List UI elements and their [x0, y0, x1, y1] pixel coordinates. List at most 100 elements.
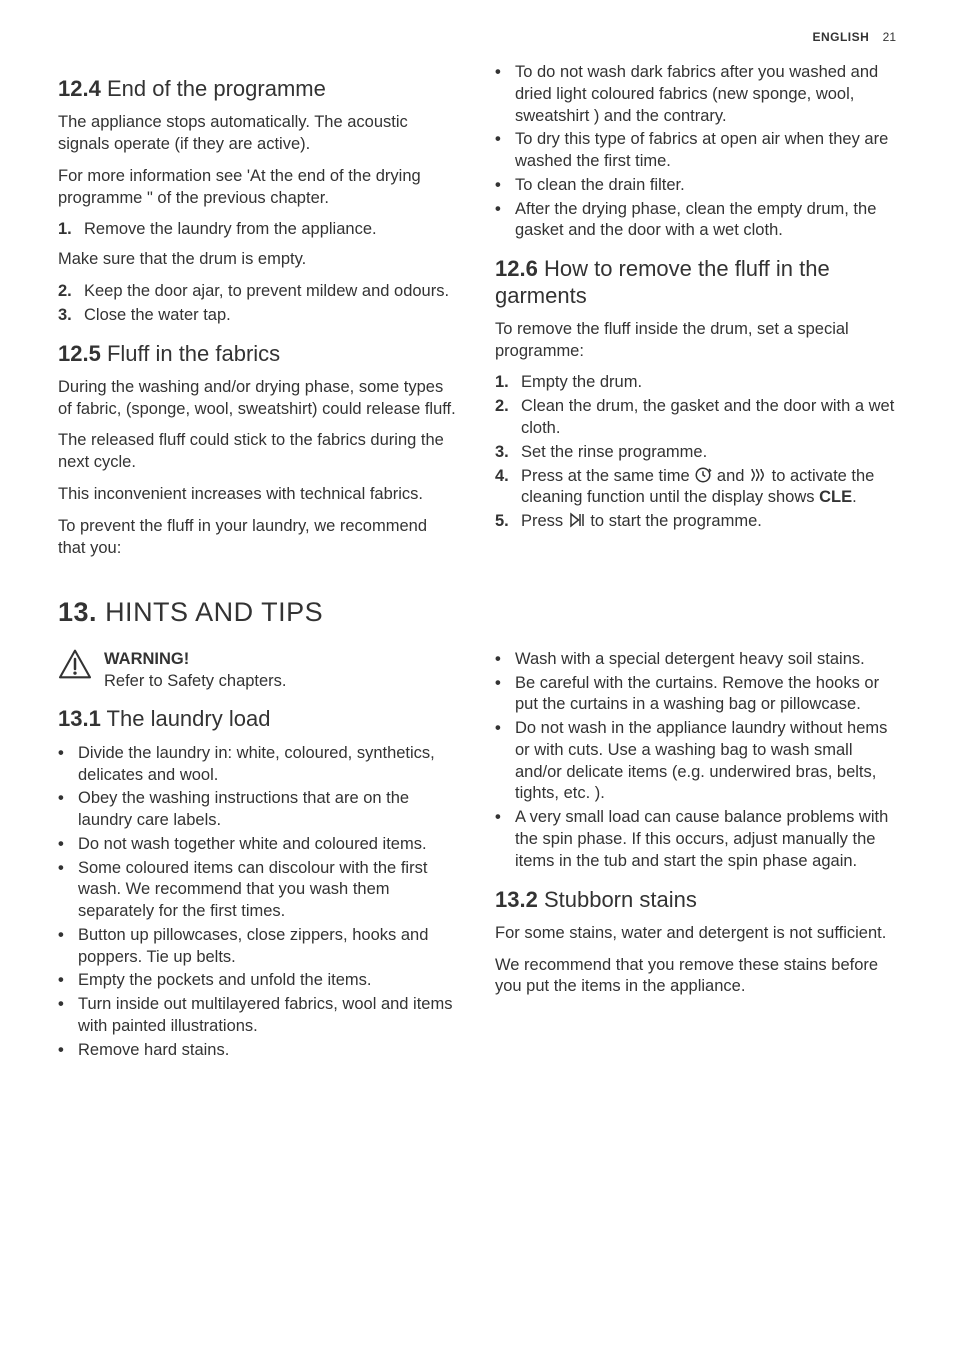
list-item: Remove hard stains. — [58, 1040, 459, 1062]
upper-left-column: 12.4 End of the programme The appliance … — [58, 62, 459, 569]
list-text: Do not wash together white and coloured … — [78, 834, 427, 856]
warning-triangle-icon — [58, 649, 92, 679]
list-text: Remove hard stains. — [78, 1040, 229, 1062]
paragraph: We recommend that you remove these stain… — [495, 955, 896, 999]
heading-title: Fluff in the fabrics — [107, 341, 280, 366]
ordered-list: 1.Remove the laundry from the appliance. — [58, 219, 459, 241]
text-fragment: . — [852, 488, 857, 506]
list-item: Wash with a special detergent heavy soil… — [495, 649, 896, 671]
heading-13-1: 13.1 The laundry load — [58, 706, 459, 732]
list-text: Some coloured items can discolour with t… — [78, 858, 459, 923]
list-text: Obey the washing instructions that are o… — [78, 788, 459, 832]
list-text: A very small load can cause balance prob… — [515, 807, 896, 872]
list-text: Press at the same time and to activate t… — [521, 466, 896, 510]
text-fragment: Press — [521, 512, 568, 530]
list-item: To do not wash dark fabrics after you wa… — [495, 62, 896, 127]
list-num: 2. — [58, 281, 84, 303]
list-item: 2.Keep the door ajar, to prevent mildew … — [58, 281, 459, 303]
text-fragment: to start the programme. — [586, 512, 762, 530]
list-item: After the drying phase, clean the empty … — [495, 199, 896, 243]
heading-title: HINTS AND TIPS — [105, 597, 323, 627]
paragraph: Make sure that the drum is empty. — [58, 249, 459, 271]
paragraph: The appliance stops automatically. The a… — [58, 112, 459, 156]
header-language: ENGLISH — [812, 30, 869, 44]
heading-num: 12.4 — [58, 76, 101, 101]
heading-13-2: 13.2 Stubborn stains — [495, 887, 896, 913]
list-item: 1.Remove the laundry from the appliance. — [58, 219, 459, 241]
paragraph: The released fluff could stick to the fa… — [58, 430, 459, 474]
list-text: Turn inside out multilayered fabrics, wo… — [78, 994, 459, 1038]
list-item: 2.Clean the drum, the gasket and the doo… — [495, 396, 896, 440]
heading-num: 12.5 — [58, 341, 101, 366]
list-item: Some coloured items can discolour with t… — [58, 858, 459, 923]
list-item: Empty the pockets and unfold the items. — [58, 970, 459, 992]
upper-columns: 12.4 End of the programme The appliance … — [58, 62, 896, 569]
list-text: To do not wash dark fabrics after you wa… — [515, 62, 896, 127]
steam-waves-icon — [749, 466, 767, 484]
list-num: 4. — [495, 466, 521, 510]
list-item: To clean the drain filter. — [495, 175, 896, 197]
warning-box: WARNING! Refer to Safety chapters. — [58, 649, 459, 693]
lower-right-column: Wash with a special detergent heavy soil… — [495, 649, 896, 1064]
lower-columns: WARNING! Refer to Safety chapters. 13.1 … — [58, 649, 896, 1064]
list-num: 2. — [495, 396, 521, 440]
heading-13: 13. HINTS AND TIPS — [58, 595, 896, 631]
paragraph: For more information see 'At the end of … — [58, 166, 459, 210]
paragraph: To remove the fluff inside the drum, set… — [495, 319, 896, 363]
list-text: Set the rinse programme. — [521, 442, 707, 464]
list-text: To clean the drain filter. — [515, 175, 685, 197]
heading-title: End of the programme — [107, 76, 326, 101]
list-item: 5. Press to start the programme. — [495, 511, 896, 533]
list-text: Empty the pockets and unfold the items. — [78, 970, 372, 992]
cle-label: CLE — [819, 488, 852, 506]
lower-left-column: WARNING! Refer to Safety chapters. 13.1 … — [58, 649, 459, 1064]
heading-12-5: 12.5 Fluff in the fabrics — [58, 341, 459, 367]
bullet-list: Wash with a special detergent heavy soil… — [495, 649, 896, 873]
ordered-list: 2.Keep the door ajar, to prevent mildew … — [58, 281, 459, 327]
list-num: 1. — [495, 372, 521, 394]
bullet-list: Divide the laundry in: white, coloured, … — [58, 743, 459, 1062]
list-text: Empty the drum. — [521, 372, 642, 394]
list-text: Close the water tap. — [84, 305, 231, 327]
ordered-list: 1.Empty the drum. 2.Clean the drum, the … — [495, 372, 896, 532]
heading-num: 13.1 — [58, 706, 101, 731]
list-num: 5. — [495, 511, 521, 533]
warning-title: WARNING! — [104, 649, 287, 671]
paragraph: This inconvenient increases with technic… — [58, 484, 459, 506]
list-text: After the drying phase, clean the empty … — [515, 199, 896, 243]
clock-arrow-icon — [694, 466, 712, 484]
list-item: Turn inside out multilayered fabrics, wo… — [58, 994, 459, 1038]
paragraph: For some stains, water and detergent is … — [495, 923, 896, 945]
list-text: Press to start the programme. — [521, 511, 762, 533]
list-text: Be careful with the curtains. Remove the… — [515, 673, 896, 717]
list-text: Clean the drum, the gasket and the door … — [521, 396, 896, 440]
list-item: Be careful with the curtains. Remove the… — [495, 673, 896, 717]
heading-title: How to remove the fluff in the garments — [495, 256, 830, 307]
list-item: Do not wash in the appliance laundry wit… — [495, 718, 896, 805]
list-item: 1.Empty the drum. — [495, 372, 896, 394]
text-fragment: Press at the same time — [521, 467, 694, 485]
list-num: 3. — [58, 305, 84, 327]
upper-right-column: To do not wash dark fabrics after you wa… — [495, 62, 896, 569]
heading-12-6: 12.6 How to remove the fluff in the garm… — [495, 256, 896, 309]
list-item: Divide the laundry in: white, coloured, … — [58, 743, 459, 787]
list-item: 3.Close the water tap. — [58, 305, 459, 327]
list-item: Button up pillowcases, close zippers, ho… — [58, 925, 459, 969]
list-item: To dry this type of fabrics at open air … — [495, 129, 896, 173]
heading-num: 12.6 — [495, 256, 538, 281]
play-pause-icon — [568, 511, 586, 529]
list-num: 1. — [58, 219, 84, 241]
list-text: To dry this type of fabrics at open air … — [515, 129, 896, 173]
list-text: Remove the laundry from the appliance. — [84, 219, 377, 241]
heading-num: 13. — [58, 597, 97, 627]
list-item: Do not wash together white and coloured … — [58, 834, 459, 856]
heading-num: 13.2 — [495, 887, 538, 912]
list-text: Wash with a special detergent heavy soil… — [515, 649, 865, 671]
warning-text: WARNING! Refer to Safety chapters. — [104, 649, 287, 693]
list-item: 3.Set the rinse programme. — [495, 442, 896, 464]
heading-12-4: 12.4 End of the programme — [58, 76, 459, 102]
bullet-list: To do not wash dark fabrics after you wa… — [495, 62, 896, 242]
list-item: A very small load can cause balance prob… — [495, 807, 896, 872]
paragraph: During the washing and/or drying phase, … — [58, 377, 459, 421]
paragraph: To prevent the fluff in your laundry, we… — [58, 516, 459, 560]
